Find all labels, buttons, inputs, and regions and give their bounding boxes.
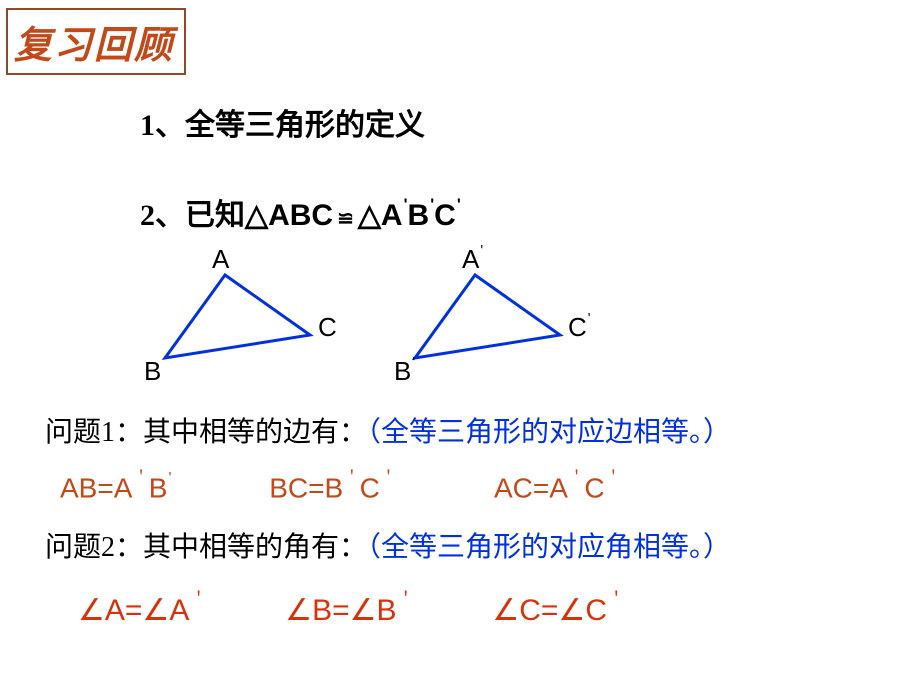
review-header-text: 复习回顾	[14, 25, 174, 67]
label-A-prime: A'	[462, 244, 483, 275]
review-header-box: 复习回顾	[6, 8, 186, 75]
eq-ac: AC=A＇C＇	[494, 470, 621, 504]
side-equations: AB=A＇B' BC=B＇C＇ AC=A＇C＇	[60, 470, 880, 504]
triangles-diagram: A B C A' B' C'	[130, 250, 830, 390]
eq-angle-b: ∠B=∠B＇	[285, 590, 414, 628]
eq-bc: BC=B＇C＇	[269, 470, 396, 504]
triangle-left	[165, 275, 310, 358]
question-1-label: 问题1：	[45, 417, 143, 448]
question-2: 问题2：其中相等的角有：（全等三角形的对应角相等。）	[45, 525, 731, 565]
question-2-label: 问题2：	[45, 532, 143, 563]
label-A: A	[212, 244, 229, 275]
eq-ab: AB=A＇B'	[60, 470, 171, 504]
triangle-abc-prime: △A'B'C'	[358, 199, 461, 232]
question-2-text: 其中相等的角有：	[143, 532, 367, 563]
label-C-prime: C'	[568, 312, 591, 343]
question-1-answer: （全等三角形的对应边相等。）	[367, 417, 731, 448]
triangle-abc: △ABC	[245, 199, 333, 232]
question-1: 问题1：其中相等的边有：（全等三角形的对应边相等。）	[45, 410, 731, 450]
angle-equations: ∠A=∠A＇ ∠B=∠B＇ ∠C=∠C＇	[78, 590, 898, 628]
congruent-symbol: ≌	[333, 208, 358, 230]
label-C: C	[318, 312, 337, 343]
triangle-right	[415, 275, 560, 358]
point-1-text: 1、全等三角形的定义	[140, 100, 425, 144]
label-B-prime: B'	[394, 356, 415, 387]
point-2-text: 2、已知△ABC≌△A'B'C'	[140, 190, 461, 234]
question-2-answer: （全等三角形的对应角相等。）	[367, 532, 731, 563]
label-B: B	[144, 356, 161, 387]
eq-angle-a: ∠A=∠A＇	[78, 590, 207, 628]
question-1-text: 其中相等的边有：	[143, 417, 367, 448]
eq-angle-c: ∠C=∠C＇	[492, 590, 624, 628]
point-2-prefix: 2、已知	[140, 199, 245, 232]
